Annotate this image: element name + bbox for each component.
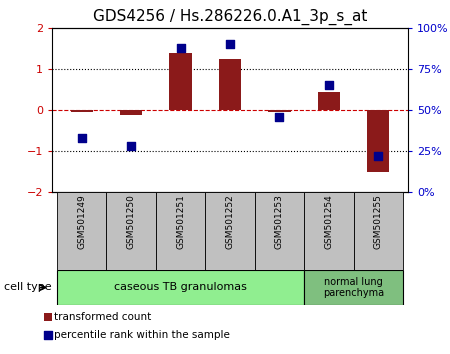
Text: GSM501253: GSM501253 (275, 194, 284, 249)
Text: percentile rank within the sample: percentile rank within the sample (54, 330, 230, 339)
Bar (71, 110, 93, 112)
Text: GSM501252: GSM501252 (225, 194, 234, 249)
Bar (219, 59, 241, 110)
Text: normal lung
parenchyma: normal lung parenchyma (323, 277, 384, 298)
Text: cell type: cell type (4, 282, 52, 292)
Bar (170, 53, 192, 110)
Bar (367, 110, 389, 171)
Bar (57, 270, 304, 305)
Text: transformed count: transformed count (54, 312, 151, 322)
Text: GSM501251: GSM501251 (176, 194, 185, 249)
Bar (120, 110, 142, 115)
Text: GSM501254: GSM501254 (324, 194, 333, 249)
Bar (205, 192, 255, 270)
Text: GSM501250: GSM501250 (126, 194, 135, 249)
Point (226, 41, 234, 47)
Bar (354, 192, 403, 270)
Text: caseous TB granulomas: caseous TB granulomas (114, 282, 247, 292)
Title: GDS4256 / Hs.286226.0.A1_3p_s_at: GDS4256 / Hs.286226.0.A1_3p_s_at (93, 9, 367, 25)
Bar (106, 192, 156, 270)
Bar (268, 110, 291, 112)
Bar (304, 270, 403, 305)
Point (177, 45, 184, 51)
Text: GSM501249: GSM501249 (77, 194, 86, 249)
Point (325, 82, 333, 88)
Bar (57, 192, 106, 270)
Point (127, 143, 135, 149)
Point (45, 332, 52, 338)
Point (276, 114, 283, 119)
Bar (44, 313, 52, 321)
Point (375, 153, 382, 159)
Bar (156, 192, 205, 270)
Bar (255, 192, 304, 270)
Point (78, 135, 85, 141)
Bar (318, 92, 340, 110)
Text: GSM501255: GSM501255 (374, 194, 383, 249)
Bar (304, 192, 354, 270)
